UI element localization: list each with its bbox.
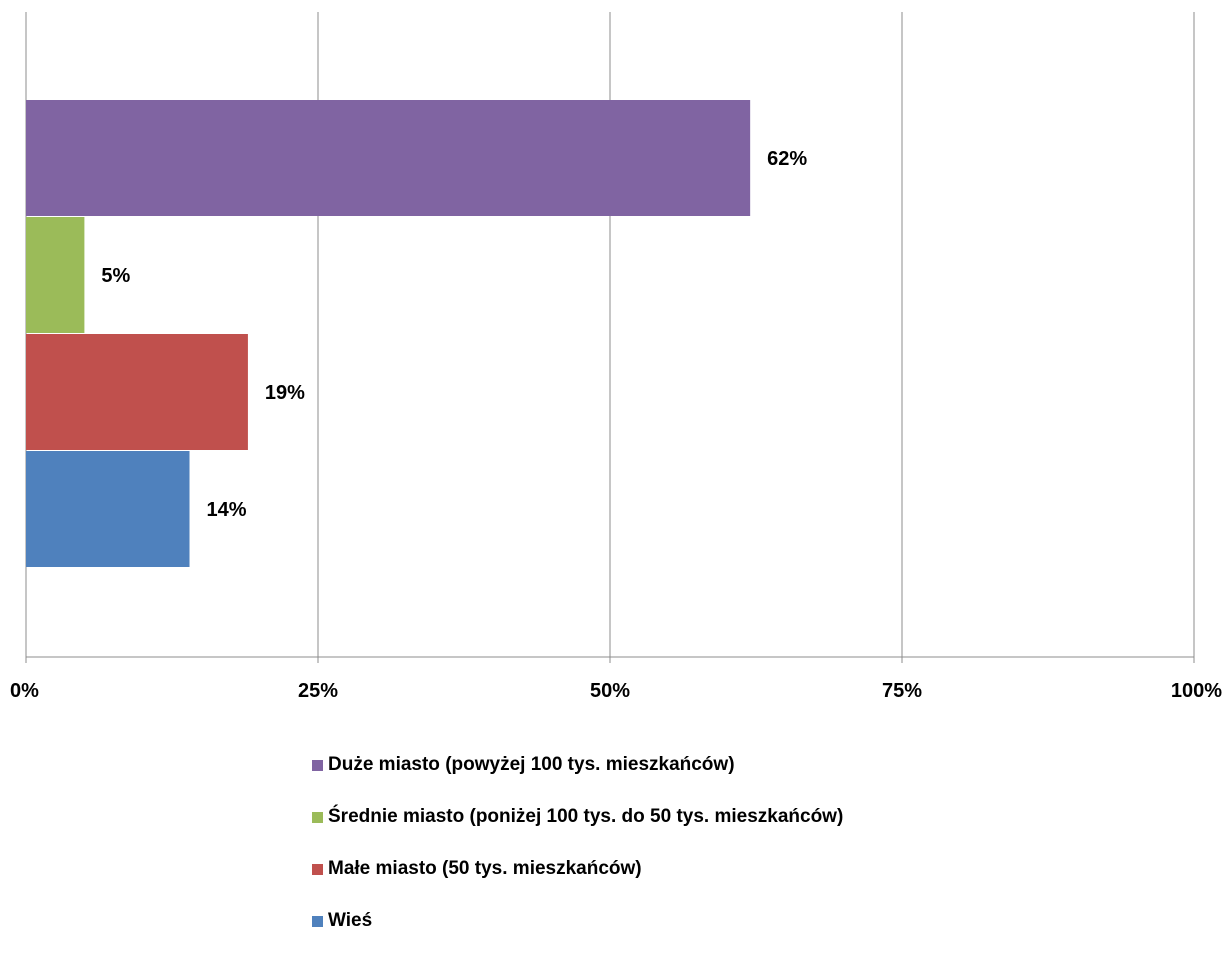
legend: Duże miasto (powyżej 100 tys. mieszkańcó… <box>312 752 843 960</box>
legend-item-duze-miasto: Duże miasto (powyżej 100 tys. mieszkańcó… <box>312 752 843 778</box>
legend-swatch <box>312 759 323 771</box>
data-label: 14% <box>207 499 247 521</box>
bars: 62% 5% 19% 14% <box>26 100 807 567</box>
bar <box>26 334 248 450</box>
bar <box>26 451 190 567</box>
legend-item-srednie-miasto: Średnie miasto (poniżej 100 tys. do 50 t… <box>312 804 843 830</box>
data-label: 62% <box>767 148 807 170</box>
x-tick-label: 75% <box>882 680 922 702</box>
x-tick-label: 100% <box>1171 680 1222 702</box>
legend-label: Wieś <box>328 910 373 931</box>
x-tick-labels: 0% 25% 50% 75% 100% <box>10 680 1222 702</box>
x-tick-label: 25% <box>298 680 338 702</box>
bar <box>26 100 751 216</box>
bar-chart: 62% 5% 19% 14% 0% 25% 50% 75% 100% <box>10 12 1222 702</box>
data-label: 5% <box>101 265 130 287</box>
legend-swatch <box>312 811 323 823</box>
legend-label: Małe miasto (50 tys. mieszkańców) <box>328 858 642 879</box>
bar <box>26 217 85 333</box>
legend-item-wies: Wieś <box>312 908 843 934</box>
legend-item-male-miasto: Małe miasto (50 tys. mieszkańców) <box>312 856 843 882</box>
legend-swatch <box>312 915 323 927</box>
legend-label: Średnie miasto (poniżej 100 tys. do 50 t… <box>328 806 844 827</box>
x-tick-label: 50% <box>590 680 630 702</box>
x-tick-label: 0% <box>10 680 39 702</box>
data-label: 19% <box>265 382 305 404</box>
legend-label: Duże miasto (powyżej 100 tys. mieszkańcó… <box>328 754 735 775</box>
legend-swatch <box>312 863 323 875</box>
